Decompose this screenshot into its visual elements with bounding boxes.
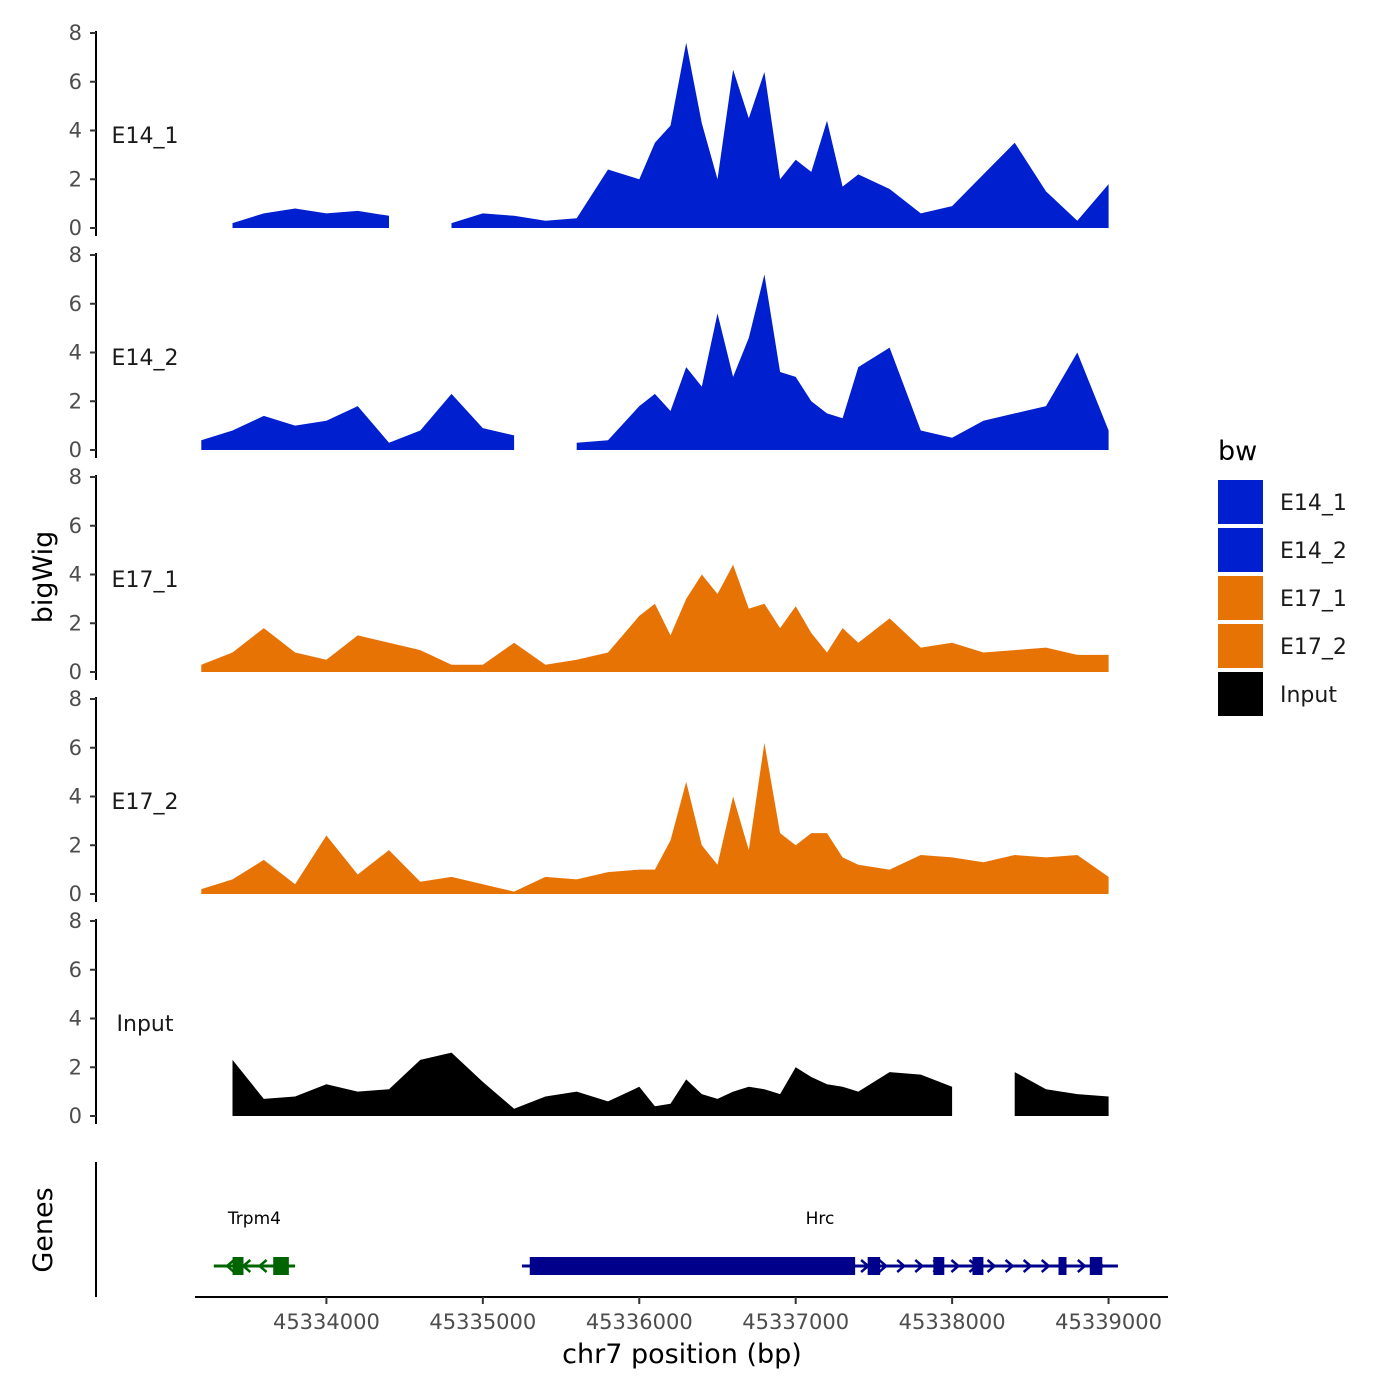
y-tick-label: 0	[69, 1104, 82, 1128]
track-label: E14_2	[112, 346, 179, 371]
legend-title: bw	[1218, 436, 1257, 467]
y-tick-label: 0	[69, 216, 82, 240]
area-e14-1	[232, 208, 389, 228]
genes-panel: Trpm4 Hrc	[95, 1162, 1118, 1297]
track-label: E17_2	[112, 790, 179, 815]
x-tick-label: 45334000	[273, 1310, 380, 1334]
y-tick-label: 4	[69, 341, 82, 365]
strand-arrow	[1022, 1259, 1033, 1273]
area-input	[1014, 1072, 1109, 1116]
gene-hrc: Hrc	[521, 1209, 1118, 1275]
y-tick-label: 8	[69, 909, 82, 933]
legend-label: E14_2	[1280, 539, 1347, 564]
gene-trpm4: Trpm4	[213, 1209, 296, 1275]
legend-label: E17_2	[1280, 635, 1347, 660]
exon	[867, 1257, 881, 1275]
y-tick-label: 2	[69, 833, 82, 857]
y-tick-label: 4	[69, 1007, 82, 1031]
track-label: Input	[117, 1012, 174, 1037]
x-axis-title: chr7 position (bp)	[562, 1339, 802, 1370]
strand-arrow	[1004, 1259, 1015, 1273]
legend-label: E17_1	[1280, 587, 1347, 612]
strand-arrow	[225, 1259, 235, 1273]
y-tick-label: 6	[69, 958, 82, 982]
area-e14-2	[201, 393, 515, 450]
genes-axis-title: Genes	[28, 1187, 59, 1272]
strand-arrow	[1040, 1259, 1051, 1273]
strand-arrow	[878, 1259, 889, 1273]
y-tick-label: 6	[69, 70, 82, 94]
track-label: E17_1	[112, 568, 179, 593]
y-tick-label: 8	[69, 687, 82, 711]
x-axis: 45334000 45335000 45336000 45337000 45338000…	[195, 1296, 1168, 1334]
legend-swatch	[1218, 528, 1263, 572]
y-tick-label: 2	[69, 167, 82, 191]
exon	[529, 1257, 856, 1275]
gene-label: Trpm4	[227, 1209, 281, 1229]
track-input: 0 2 4 6 8 Input	[69, 909, 1109, 1128]
y-tick-label: 0	[69, 660, 82, 684]
exon	[273, 1257, 289, 1275]
exon	[1089, 1257, 1103, 1275]
x-tick-label: 45339000	[1055, 1310, 1162, 1334]
y-tick-label: 2	[69, 1055, 82, 1079]
y-tick-label: 4	[69, 563, 82, 587]
track-e17-2: 0 2 4 6 8 E17_2	[69, 687, 1109, 906]
y-tick-label: 4	[69, 785, 82, 809]
track-e17-1: 0 2 4 6 8 E17_1	[69, 465, 1109, 684]
exon	[933, 1257, 945, 1275]
track-e14-2: 0 2 4 6 8 E14_2	[69, 243, 1109, 462]
y-tick-label: 8	[69, 21, 82, 45]
y-tick-label: 0	[69, 882, 82, 906]
y-tick-label: 6	[69, 514, 82, 538]
strand-arrow	[257, 1259, 268, 1273]
strand-arrow	[914, 1259, 925, 1273]
exon	[972, 1257, 984, 1275]
strand-arrow	[950, 1259, 961, 1273]
y-tick-label: 6	[69, 736, 82, 760]
area-e14-1	[451, 42, 1109, 228]
track-panels: 0 2 4 6 8 E14_1 0 2 4 6 8 E14_2 0 2 4 6 8 E17_1 0 2 4 6 8 E17_2…	[69, 21, 1109, 1128]
strand-arrow	[896, 1259, 907, 1273]
x-tick-label: 45337000	[742, 1310, 849, 1334]
area-input	[232, 1052, 953, 1116]
strand-arrow	[1077, 1259, 1087, 1273]
legend-label: Input	[1280, 683, 1337, 708]
exon	[232, 1257, 244, 1275]
legend-swatch	[1218, 576, 1263, 620]
gene-label: Hrc	[806, 1209, 835, 1229]
y-tick-label: 4	[69, 119, 82, 143]
x-tick-label: 45338000	[899, 1310, 1006, 1334]
exon	[1058, 1257, 1067, 1275]
y-tick-label: 8	[69, 465, 82, 489]
y-tick-label: 0	[69, 438, 82, 462]
area-e14-2	[576, 274, 1109, 450]
legend-swatch	[1218, 672, 1263, 716]
area-e17-2	[201, 742, 1109, 894]
track-e14-1: 0 2 4 6 8 E14_1	[69, 21, 1109, 240]
legend: bw E14_1 E14_2 E17_1 E17_2 Input	[1218, 436, 1347, 716]
legend-swatch	[1218, 624, 1263, 668]
track-label: E14_1	[112, 124, 179, 149]
legend-swatch	[1218, 480, 1263, 524]
area-e17-1	[201, 564, 1109, 672]
y-tick-label: 6	[69, 292, 82, 316]
x-tick-label: 45335000	[429, 1310, 536, 1334]
legend-label: E14_1	[1280, 491, 1347, 516]
y-tick-label: 2	[69, 389, 82, 413]
y-tick-label: 2	[69, 611, 82, 635]
strand-arrow	[986, 1259, 997, 1273]
y-tick-label: 8	[69, 243, 82, 267]
y-axis-title: bigWig	[28, 531, 59, 624]
x-tick-label: 45336000	[586, 1310, 693, 1334]
